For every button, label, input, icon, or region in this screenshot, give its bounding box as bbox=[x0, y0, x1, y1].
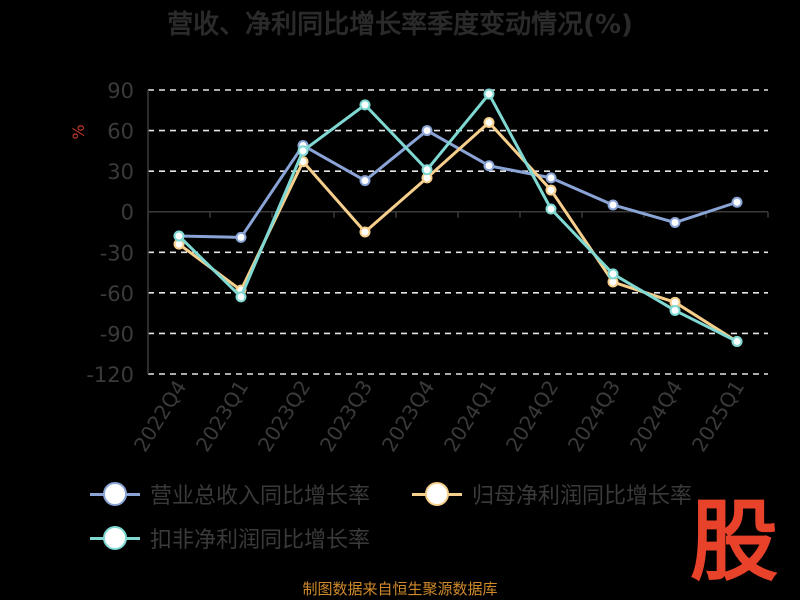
data-point-0 bbox=[545, 172, 557, 184]
legend-label-net-profit: 归母净利润同比增长率 bbox=[472, 484, 693, 509]
data-point-0 bbox=[359, 175, 371, 187]
brand-logo: 股 bbox=[690, 490, 779, 593]
data-point-2 bbox=[297, 145, 309, 157]
x-tick-label: 2023Q3 bbox=[315, 376, 377, 456]
data-point-0 bbox=[421, 125, 433, 137]
y-tick-label: 30 bbox=[107, 160, 134, 184]
y-tick-label: 90 bbox=[107, 79, 134, 103]
y-tick-label: -30 bbox=[100, 241, 134, 265]
data-point-2 bbox=[235, 291, 247, 303]
legend-item-revenue[interactable]: 营业总收入同比增长率 bbox=[90, 478, 370, 510]
data-point-1 bbox=[483, 116, 495, 128]
chart-title: 营收、净利同比增长率季度变动情况(%) bbox=[167, 10, 633, 40]
legend-label-revenue: 营业总收入同比增长率 bbox=[150, 484, 371, 509]
data-point-2 bbox=[359, 99, 371, 111]
x-tick-label: 2024Q4 bbox=[625, 376, 687, 456]
data-point-1 bbox=[545, 184, 557, 196]
data-point-2 bbox=[173, 230, 185, 242]
x-tick-label: 2023Q4 bbox=[377, 376, 439, 456]
data-point-0 bbox=[235, 231, 247, 243]
legend-swatch-net-profit bbox=[412, 481, 462, 507]
data-point-1 bbox=[359, 226, 371, 238]
x-tick-label: 2023Q1 bbox=[191, 376, 253, 456]
y-axis-label: % bbox=[69, 124, 88, 139]
data-point-2 bbox=[731, 336, 743, 348]
data-point-2 bbox=[607, 268, 619, 280]
data-point-0 bbox=[669, 217, 681, 229]
y-tick-label: 60 bbox=[107, 120, 134, 144]
data-point-2 bbox=[483, 88, 495, 100]
x-tick-label: 2022Q4 bbox=[129, 376, 191, 456]
legend-swatch-deducted-profit bbox=[90, 525, 140, 551]
data-point-2 bbox=[669, 304, 681, 316]
legend-item-deducted-profit[interactable]: 扣非净利润同比增长率 bbox=[90, 522, 370, 554]
x-tick-label: 2024Q2 bbox=[501, 376, 563, 456]
y-tick-label: -60 bbox=[100, 282, 134, 306]
y-tick-label: -90 bbox=[100, 322, 134, 346]
data-point-2 bbox=[545, 203, 557, 215]
y-tick-label: -120 bbox=[86, 363, 134, 387]
series-line-1 bbox=[178, 120, 738, 343]
x-tick-label: 2023Q2 bbox=[253, 376, 315, 456]
data-point-0 bbox=[607, 199, 619, 211]
x-tick-label: 2024Q1 bbox=[439, 376, 501, 456]
y-tick-label: 0 bbox=[121, 201, 134, 225]
source-note: 制图数据来自恒生聚源数据库 bbox=[302, 580, 498, 598]
x-tick-label: 2025Q1 bbox=[687, 376, 749, 456]
data-point-0 bbox=[483, 160, 495, 172]
legend-item-net-profit[interactable]: 归母净利润同比增长率 bbox=[412, 478, 692, 510]
data-point-2 bbox=[421, 164, 433, 176]
legend-swatch-revenue bbox=[90, 481, 140, 507]
x-tick-label: 2024Q3 bbox=[563, 376, 625, 456]
series-line-0 bbox=[178, 129, 738, 239]
data-point-0 bbox=[731, 196, 743, 208]
legend-label-deducted-profit: 扣非净利润同比增长率 bbox=[150, 528, 371, 553]
series-line-2 bbox=[177, 92, 738, 343]
